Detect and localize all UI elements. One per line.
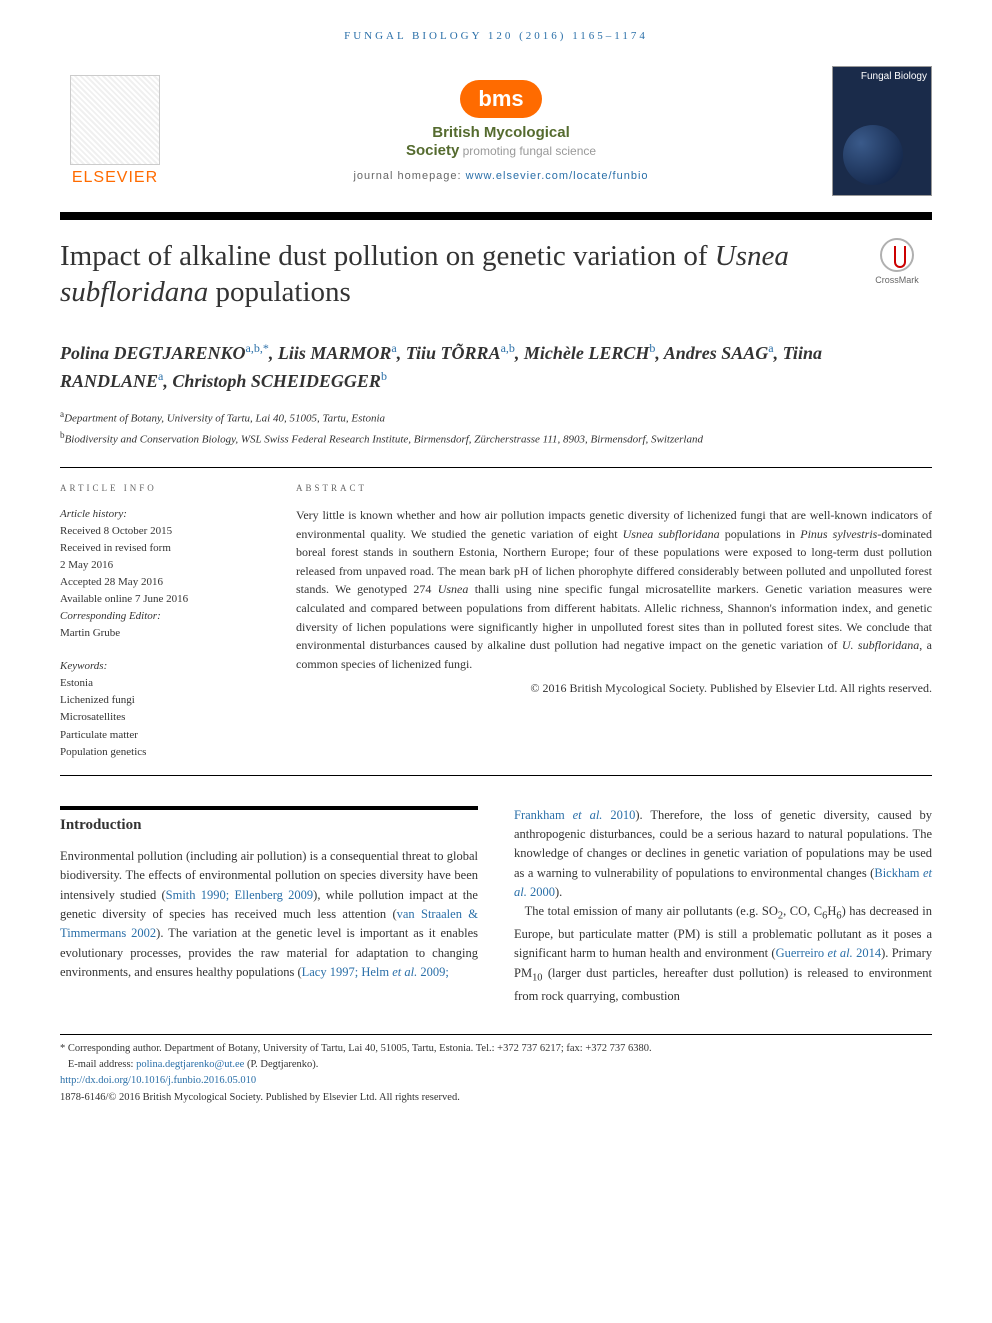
intro-col1: Environmental pollution (including air p… — [60, 847, 478, 983]
info-heading: ARTICLE INFO — [60, 482, 260, 496]
online: Available online 7 June 2016 — [60, 591, 260, 608]
homepage-label: journal homepage: — [353, 170, 465, 182]
bms-logo-icon: bms — [460, 80, 541, 118]
corr-footnote: * Corresponding author. Department of Bo… — [60, 1041, 932, 1057]
kw2: Lichenized fungi — [60, 692, 260, 709]
title-rule — [60, 212, 932, 220]
title-row: Impact of alkaline dust pollution on gen… — [60, 238, 932, 311]
abstract-heading: ABSTRACT — [296, 482, 932, 496]
kw3: Microsatellites — [60, 709, 260, 726]
kw5: Population genetics — [60, 744, 260, 761]
abstract: ABSTRACT Very little is known whether an… — [296, 482, 932, 761]
authors: Polina DEGTJARENKOa,b,*, Liis MARMORa, T… — [60, 339, 932, 395]
journal-header: FUNGAL BIOLOGY 120 (2016) 1165–1174 — [60, 30, 932, 42]
homepage-line: journal homepage: www.elsevier.com/locat… — [190, 170, 812, 182]
email-link[interactable]: polina.degtjarenko@ut.ee — [136, 1059, 244, 1070]
affiliation-a: Department of Botany, University of Tart… — [64, 412, 385, 424]
body-col-right: Frankham et al. 2010). Therefore, the lo… — [514, 806, 932, 1006]
kw4: Particulate matter — [60, 727, 260, 744]
crossmark-label: CrossMark — [875, 275, 919, 285]
revised2: 2 May 2016 — [60, 557, 260, 574]
affiliation-b: Biodiversity and Conservation Biology, W… — [65, 433, 703, 445]
issn-line: 1878-6146/© 2016 British Mycological Soc… — [60, 1090, 932, 1106]
intro-col2: Frankham et al. 2010). Therefore, the lo… — [514, 806, 932, 1006]
affiliations: aDepartment of Botany, University of Tar… — [60, 407, 932, 450]
elsevier-tree-icon — [70, 75, 160, 165]
title-part2: populations — [208, 276, 351, 308]
keywords-label: Keywords: — [60, 658, 260, 675]
rule — [60, 467, 932, 468]
elsevier-block: ELSEVIER — [60, 75, 170, 187]
doi-link[interactable]: http://dx.doi.org/10.1016/j.funbio.2016.… — [60, 1075, 256, 1086]
crossmark-badge[interactable]: CrossMark — [862, 238, 932, 285]
kw1: Estonia — [60, 675, 260, 692]
history-label: Article history: — [60, 506, 260, 523]
crossmark-icon — [880, 238, 914, 272]
title-part1: Impact of alkaline dust pollution on gen… — [60, 240, 715, 272]
bms-line1: British Mycological — [432, 124, 570, 141]
homepage-link[interactable]: www.elsevier.com/locate/funbio — [466, 170, 649, 182]
brand-row: ELSEVIER bms British Mycological Society… — [60, 66, 932, 196]
journal-cover-icon: Fungal Biology — [832, 66, 932, 196]
abstract-text: Very little is known whether and how air… — [296, 506, 932, 673]
body-col-left: Introduction Environmental pollution (in… — [60, 806, 478, 1006]
intro-heading: Introduction — [60, 806, 478, 837]
email-label: E-mail address: — [68, 1059, 136, 1070]
rule — [60, 775, 932, 776]
bms-block: bms British Mycological Society promotin… — [170, 80, 832, 182]
info-abstract-row: ARTICLE INFO Article history: Received 8… — [60, 482, 932, 761]
body-columns: Introduction Environmental pollution (in… — [60, 806, 932, 1006]
abstract-copyright: © 2016 British Mycological Society. Publ… — [296, 679, 932, 698]
corr-label: Corresponding Editor: — [60, 608, 260, 625]
bms-line2-rest: promoting fungal science — [459, 144, 596, 158]
corr-name: Martin Grube — [60, 625, 260, 642]
article-title: Impact of alkaline dust pollution on gen… — [60, 238, 862, 311]
revised1: Received in revised form — [60, 540, 260, 557]
email-suffix: (P. Degtjarenko). — [244, 1059, 318, 1070]
bms-line2-bold: Society — [406, 142, 459, 159]
footnotes: * Corresponding author. Department of Bo… — [60, 1034, 932, 1106]
article-info: ARTICLE INFO Article history: Received 8… — [60, 482, 260, 761]
received: Received 8 October 2015 — [60, 523, 260, 540]
accepted: Accepted 28 May 2016 — [60, 574, 260, 591]
elsevier-label: ELSEVIER — [72, 169, 158, 187]
